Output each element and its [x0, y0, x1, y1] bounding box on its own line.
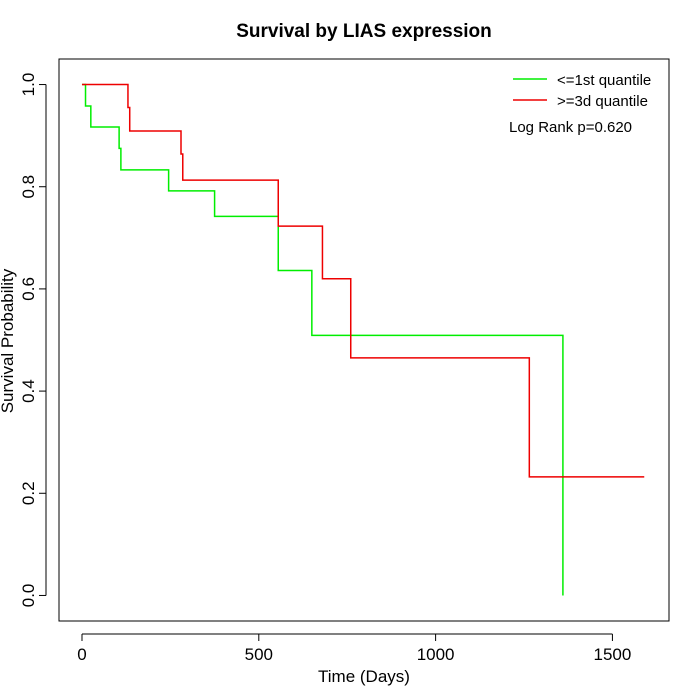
x-tick-label: 1000	[417, 645, 455, 664]
y-tick-label: 0.4	[19, 379, 38, 403]
y-tick-label: 0.0	[19, 584, 38, 608]
series-line-low	[81, 83, 564, 596]
legend-label-low: <=1st quantile	[557, 72, 651, 89]
y-tick-label: 1.0	[19, 73, 38, 97]
chart-title: Survival by LIAS expression	[236, 21, 492, 42]
legend-label-high: >=3d quantile	[557, 93, 648, 110]
legend: <=1st quantile >=3d quantile	[513, 72, 651, 110]
plot-frame	[58, 58, 670, 622]
x-tick-label: 1500	[594, 645, 632, 664]
y-tick-label: 0.8	[19, 175, 38, 199]
log-rank-annotation: Log Rank p=0.620	[509, 119, 632, 136]
series-layer	[81, 83, 645, 596]
y-axis-label: Survival Probability	[0, 268, 17, 413]
x-tick-label: 500	[245, 645, 273, 664]
series-line-high	[81, 83, 645, 478]
x-tick-label: 0	[77, 645, 86, 664]
y-axis: 0.0 0.2 0.4 0.6 0.8 1.0	[19, 73, 47, 608]
x-axis-label: Time (Days)	[318, 667, 410, 686]
y-tick-label: 0.2	[19, 481, 38, 505]
y-tick-label: 0.6	[19, 277, 38, 301]
x-axis: 0 500 1000 1500	[77, 633, 632, 664]
